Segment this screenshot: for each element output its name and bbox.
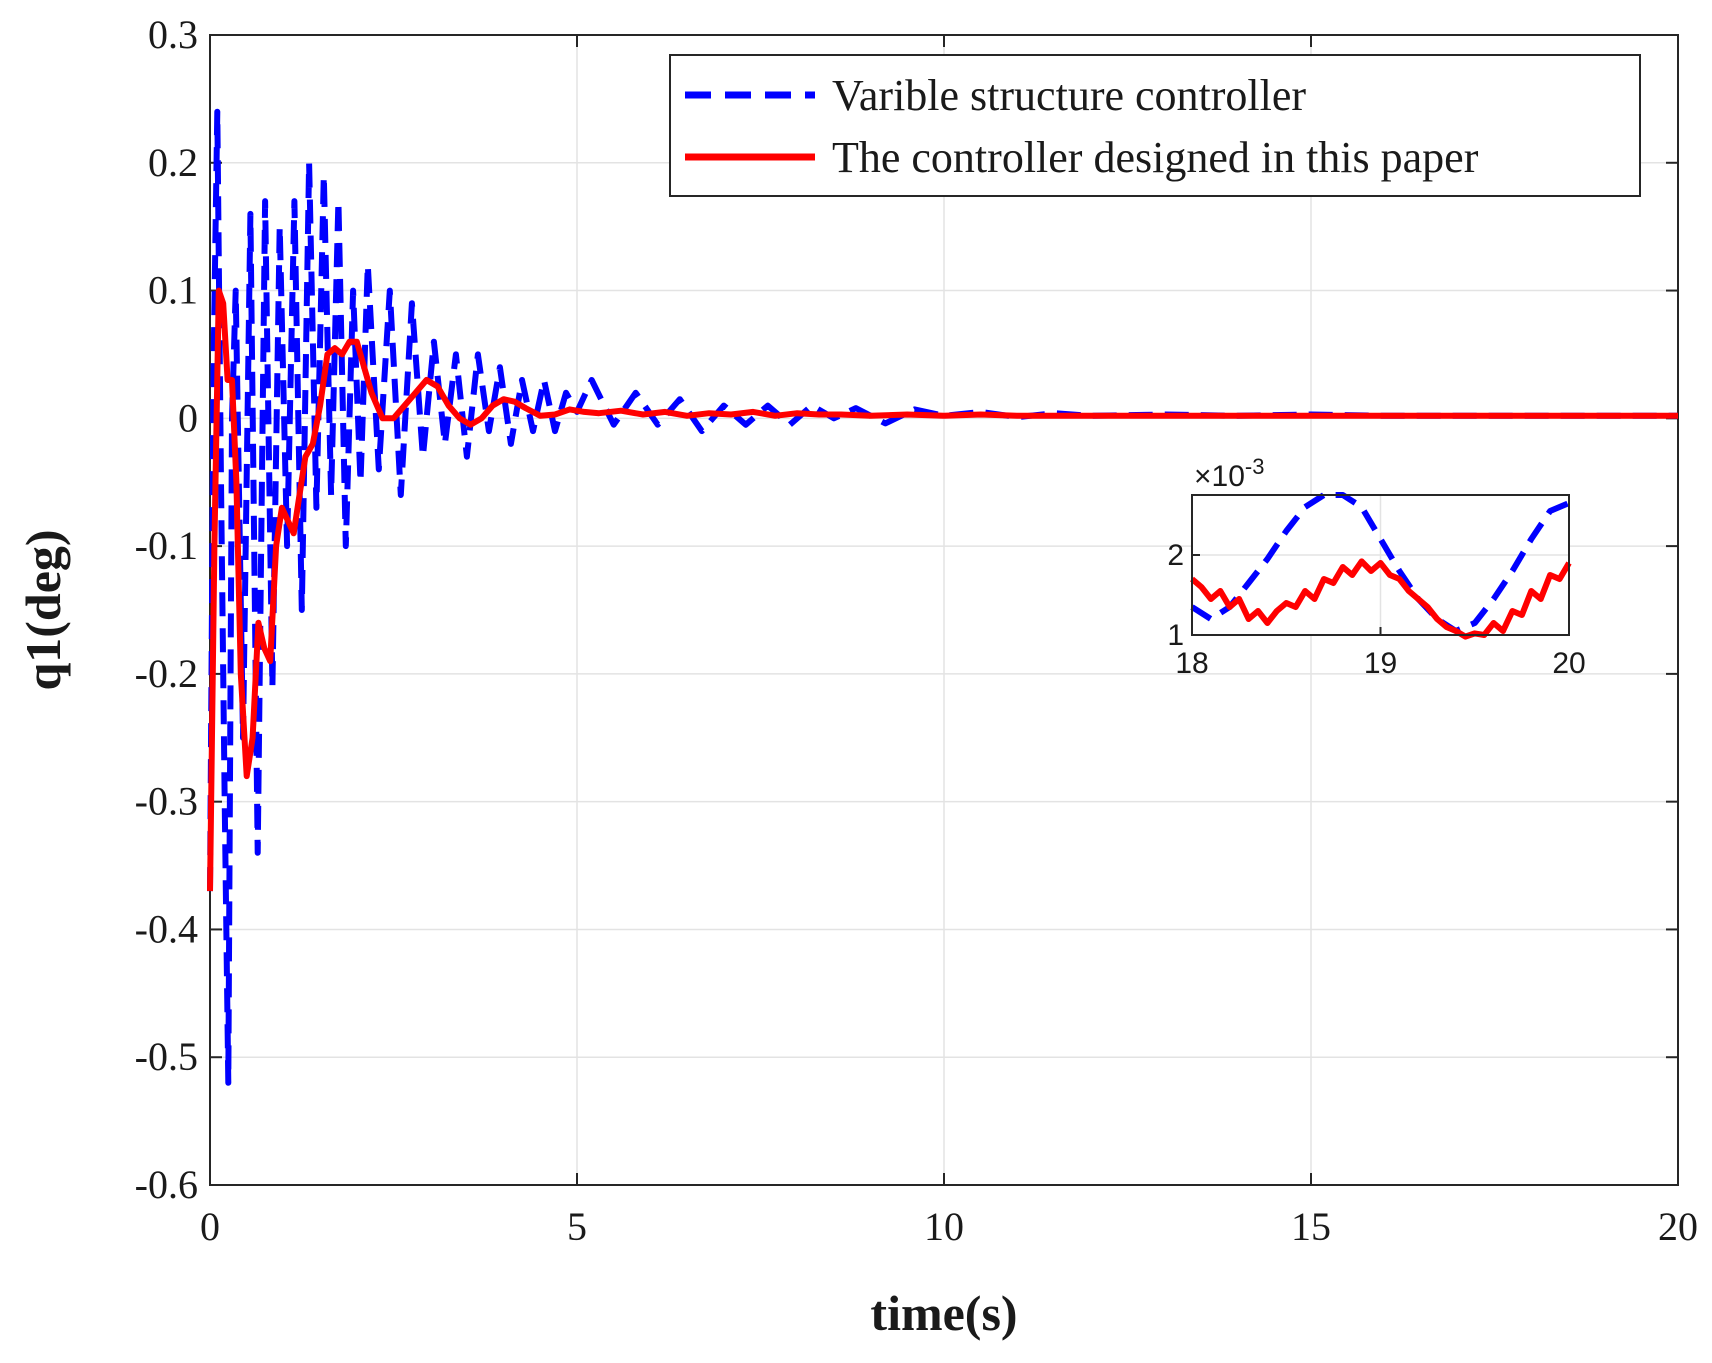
x-tick-label: 0 <box>200 1204 220 1249</box>
inset-y-tick-label: 2 <box>1167 539 1184 572</box>
inset-exponent-base: ×10 <box>1194 460 1245 493</box>
inset-y-tick-label: 1 <box>1167 619 1184 652</box>
y-tick-label: -0.3 <box>135 779 198 824</box>
inset-x-tick-label: 20 <box>1552 647 1585 680</box>
inset-series-lines <box>1190 492 1572 640</box>
y-tick-label: -0.2 <box>135 651 198 696</box>
inset-x-tick-label: 19 <box>1364 647 1397 680</box>
y-tick-label: -0.1 <box>135 523 198 568</box>
y-tick-label: -0.4 <box>135 906 198 951</box>
inset-exponent-label: ×10-3 <box>1194 454 1264 493</box>
x-tick-label: 20 <box>1658 1204 1698 1249</box>
legend-label-controller-designed-in-this-paper: The controller designed in this paper <box>832 133 1479 182</box>
y-axis-title: q1(deg) <box>15 529 71 690</box>
y-tick-label: 0 <box>178 395 198 440</box>
x-tick-label: 15 <box>1291 1204 1331 1249</box>
x-tick-label: 10 <box>924 1204 964 1249</box>
legend-label-varible-structure-controller: Varible structure controller <box>832 71 1306 120</box>
x-axis-title: time(s) <box>870 1285 1017 1341</box>
series-line-varible-structure-controller <box>207 108 1678 1086</box>
inset-exponent-power: -3 <box>1245 454 1265 479</box>
x-axis-ticks: 0 5 10 15 20 <box>200 35 1698 1249</box>
y-tick-label: -0.6 <box>135 1162 198 1207</box>
series-line-the-controller-designed-in-this-paper <box>207 287 1678 892</box>
inset-ticks: 18 19 20 1 2 <box>1167 539 1585 680</box>
inset-series-line-varible-structure-controller <box>1190 492 1571 634</box>
y-tick-label: 0.1 <box>148 268 198 313</box>
series-lines <box>207 108 1678 1086</box>
y-tick-label: -0.5 <box>135 1034 198 1079</box>
y-tick-label: 0.3 <box>148 12 198 57</box>
legend-box <box>669 54 1641 197</box>
y-axis-ticks: -0.6 -0.5 -0.4 -0.3 -0.2 -0.1 0 0.1 0.2 0.3 <box>135 12 1678 1207</box>
inset-series-line-the-controller-designed-in-this-paper <box>1190 558 1572 640</box>
x-tick-label: 5 <box>567 1204 587 1249</box>
inset-x-tick-label: 18 <box>1175 647 1208 680</box>
legend: Varible structure controller The control… <box>669 54 1641 197</box>
y-tick-label: 0.2 <box>148 140 198 185</box>
inset-zoom-chart: 18 19 20 1 2 ×10-3 <box>1167 454 1585 680</box>
